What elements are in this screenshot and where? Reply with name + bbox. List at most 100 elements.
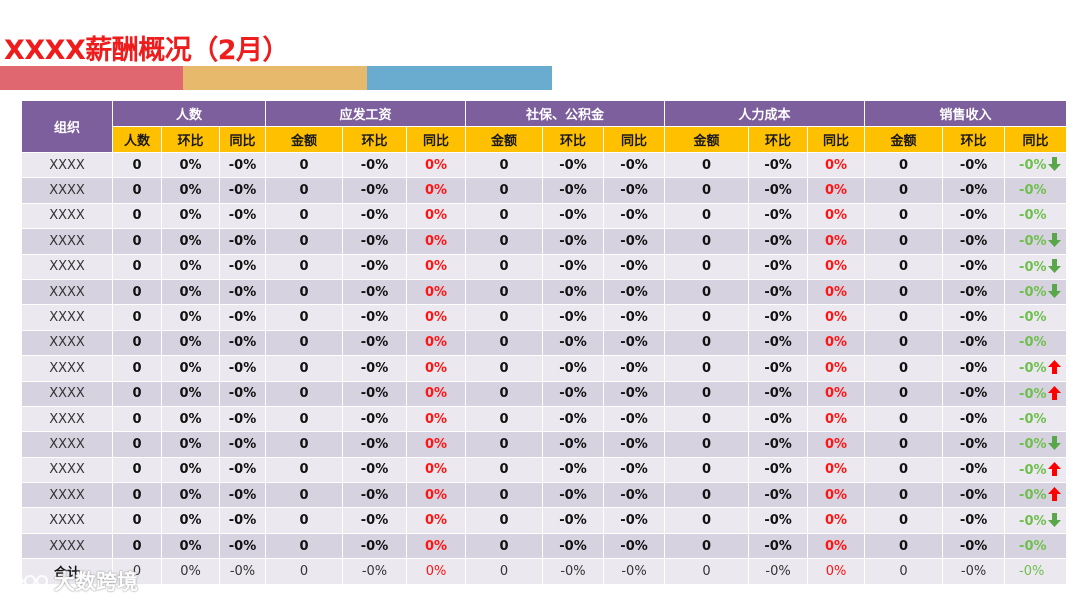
org-header: 组织 [22, 101, 112, 152]
value-cell: -0% [342, 355, 407, 381]
value-cell: -0% [542, 482, 604, 508]
value-cell: 0% [406, 380, 466, 406]
sales-yoy-value: -0% [1019, 538, 1047, 554]
value-cell: -0% [942, 380, 1005, 406]
value-cell: 0% [807, 532, 865, 559]
value-cell: 0 [864, 355, 943, 381]
value-cell: -0% [342, 456, 407, 483]
value-cell: 0 [664, 431, 749, 457]
value-cell: 0% [161, 228, 219, 254]
value-cell: -0% [603, 532, 665, 559]
value-cell: -0% [542, 304, 604, 330]
value-cell: 0 [465, 558, 543, 584]
value-cell: 0% [807, 431, 865, 457]
column-header: 环比 [342, 126, 407, 152]
column-header: 同比 [603, 126, 665, 152]
value-cell: 0 [465, 253, 543, 279]
value-cell: -0% [603, 431, 665, 457]
value-cell: -0% [219, 202, 266, 229]
value-cell: -0% [219, 152, 266, 178]
value-cell: -0% [1004, 177, 1067, 203]
arrow-down-icon [1047, 284, 1061, 299]
org-cell: XXXX [22, 507, 112, 533]
column-header: 环比 [161, 126, 219, 152]
value-cell: -0% [603, 329, 665, 356]
value-cell: 0 [265, 253, 343, 279]
value-cell: 0 [864, 558, 943, 584]
value-cell: -0% [342, 558, 407, 584]
table-row: XXXX 0 0% -0% 0 -0% 0% 0 -0% -0% 0 -0% 0% 0 -0% -0% [22, 228, 1067, 254]
value-cell: -0% [942, 532, 1005, 559]
sales-yoy-value: -0% [1019, 462, 1047, 478]
value-cell: -0% [542, 228, 604, 254]
sales-yoy-value: -0% [1019, 208, 1047, 224]
arrow-up-icon [1047, 360, 1061, 375]
value-cell: -0% [219, 405, 266, 432]
value-cell: 0% [161, 304, 219, 330]
column-header: 同比 [219, 126, 266, 152]
value-cell: -0% [1004, 558, 1067, 584]
table-row: XXXX 0 0% -0% 0 -0% 0% 0 -0% -0% 0 -0% 0% 0 -0% -0% [22, 177, 1067, 203]
value-cell: 0 [864, 405, 943, 432]
value-cell: 0 [664, 329, 749, 356]
salary-summary-table: 组织 人数 应发工资 社保、公积金 人力成本 销售收入 人数 环比 同比 金额 环比 同比 金额 环比 同比… [22, 101, 1067, 584]
table-row: XXXX 0 0% -0% 0 -0% 0% 0 -0% -0% 0 -0% 0% 0 -0% -0% [22, 304, 1067, 330]
value-cell: 0 [265, 558, 343, 584]
value-cell: 0 [112, 152, 161, 178]
watermark: 大数跨境 [8, 566, 138, 596]
value-cell: -0% [542, 329, 604, 356]
value-cell: 0% [161, 482, 219, 508]
value-cell: 0% [406, 228, 466, 254]
table-row: XXXX 0 0% -0% 0 -0% 0% 0 -0% -0% 0 -0% 0% 0 -0% -0% [22, 405, 1067, 432]
group-header: 人力成本 [664, 101, 865, 126]
value-cell: 0% [161, 355, 219, 381]
value-cell: 0 [112, 177, 161, 203]
column-header: 人数 [112, 126, 161, 152]
value-cell: -0% [603, 456, 665, 483]
value-cell: -0% [542, 152, 604, 178]
value-cell: 0% [807, 177, 865, 203]
value-cell: -0% [942, 431, 1005, 457]
value-cell: 0 [465, 482, 543, 508]
value-cell: -0% [942, 329, 1005, 356]
value-cell: 0% [807, 507, 865, 533]
value-cell: -0% [942, 507, 1005, 533]
value-cell: -0% [219, 329, 266, 356]
value-cell: -0% [542, 202, 604, 229]
value-cell: 0% [807, 278, 865, 305]
value-cell: -0% [942, 482, 1005, 508]
group-header: 应发工资 [265, 101, 466, 126]
value-cell: -0% [1004, 253, 1067, 279]
value-cell: 0 [465, 278, 543, 305]
value-cell: -0% [942, 355, 1005, 381]
value-cell: -0% [342, 532, 407, 559]
value-cell: -0% [942, 405, 1005, 432]
value-cell: -0% [219, 507, 266, 533]
value-cell: 0% [406, 253, 466, 279]
value-cell: -0% [942, 202, 1005, 229]
value-cell: 0 [112, 507, 161, 533]
value-cell: 0% [161, 152, 219, 178]
value-cell: -0% [342, 228, 407, 254]
value-cell: -0% [942, 278, 1005, 305]
value-cell: -0% [748, 228, 808, 254]
org-cell: XXXX [22, 355, 112, 381]
value-cell: 0% [161, 253, 219, 279]
total-row: 合计 0 0% -0% 0 -0% 0% 0 -0% -0% 0 -0% 0% 0 -0% -0% [22, 558, 1067, 584]
arrow-down-icon [1047, 233, 1061, 248]
value-cell: -0% [942, 177, 1005, 203]
value-cell: 0 [112, 558, 161, 584]
value-cell: 0 [465, 202, 543, 229]
value-cell: -0% [219, 278, 266, 305]
column-header: 金额 [265, 126, 343, 152]
value-cell: -0% [603, 482, 665, 508]
value-cell: 0 [864, 380, 943, 406]
org-cell: XXXX [22, 380, 112, 406]
org-cell: XXXX [22, 177, 112, 203]
value-cell: -0% [603, 355, 665, 381]
value-cell: -0% [748, 355, 808, 381]
sales-yoy-value: -0% [1019, 310, 1047, 326]
value-cell: -0% [1004, 532, 1067, 559]
column-header-row: 人数 环比 同比 金额 环比 同比 金额 环比 同比 金额 环比 同比 金额 环比 同比 [22, 126, 1067, 152]
value-cell: 0 [465, 177, 543, 203]
